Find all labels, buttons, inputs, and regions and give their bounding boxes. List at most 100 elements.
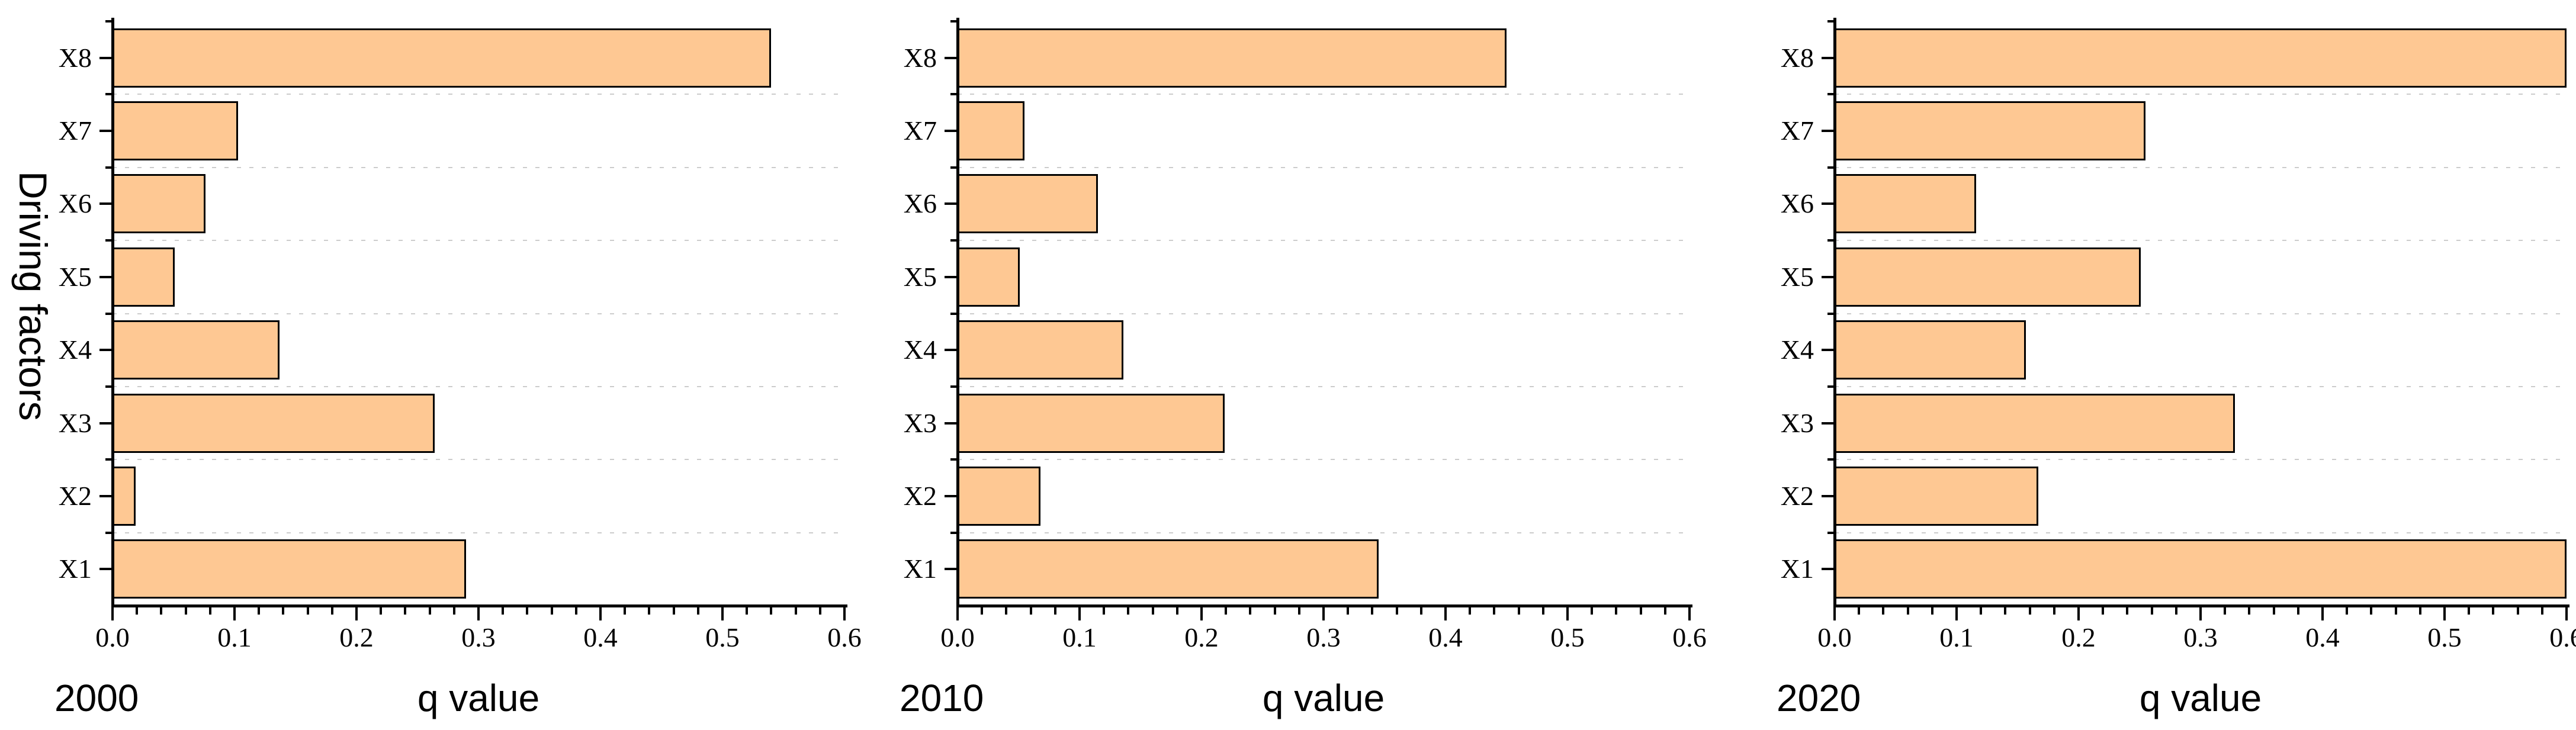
gridline xyxy=(958,385,1690,387)
x-tick-minor xyxy=(696,607,699,615)
bar xyxy=(958,174,1098,234)
y-tick-minor xyxy=(1827,166,1833,169)
category-label: X4 xyxy=(58,335,92,365)
x-tick-major xyxy=(2321,607,2324,620)
x-tick-minor xyxy=(2272,607,2275,615)
category-label: X1 xyxy=(903,554,937,584)
category-label: X2 xyxy=(903,480,937,511)
y-tick-minor xyxy=(105,93,111,96)
y-tick-major xyxy=(944,568,956,571)
x-tick-major xyxy=(1955,607,1958,620)
category-label: X7 xyxy=(903,115,937,146)
category-label: X4 xyxy=(903,335,937,365)
y-tick-minor xyxy=(105,385,111,388)
x-tick-major xyxy=(843,607,846,620)
x-tick-label: 0.1 xyxy=(217,622,252,652)
category-label: X5 xyxy=(58,261,92,292)
x-tick-minor xyxy=(404,607,407,615)
x-tick-label: 0.5 xyxy=(1550,622,1585,652)
x-tick-minor xyxy=(1249,607,1252,615)
gridline xyxy=(113,459,844,461)
gridline xyxy=(113,240,844,242)
gridline xyxy=(1835,532,2567,533)
gridline xyxy=(1835,240,2567,242)
year-label: 2000 xyxy=(54,677,139,719)
x-tick-label: 0.0 xyxy=(940,622,975,652)
x-tick-minor xyxy=(648,607,651,615)
y-tick-major xyxy=(99,349,111,352)
x-tick-minor xyxy=(1858,607,1861,615)
x-tick-minor xyxy=(1053,607,1056,615)
x-tick-major xyxy=(1444,607,1447,620)
y-tick-minor xyxy=(950,93,956,96)
x-tick-minor xyxy=(1225,607,1228,615)
bar xyxy=(958,101,1025,161)
x-tick-label: 0.2 xyxy=(1184,622,1219,652)
x-tick-minor xyxy=(1493,607,1496,615)
y-tick-minor xyxy=(950,20,956,22)
x-tick-minor xyxy=(208,607,211,615)
bar xyxy=(1835,466,2039,526)
bar xyxy=(1835,247,2141,307)
y-tick-minor xyxy=(1827,458,1833,461)
x-tick-minor xyxy=(1615,607,1618,615)
x-tick-minor xyxy=(2516,607,2519,615)
x-tick-minor xyxy=(526,607,529,615)
y-tick-minor xyxy=(1827,20,1833,22)
x-tick-minor xyxy=(574,607,577,615)
y-tick-minor xyxy=(105,239,111,242)
x-tick-minor xyxy=(1029,607,1032,615)
x-tick-minor xyxy=(672,607,675,615)
x-tick-minor xyxy=(1273,607,1276,615)
y-tick-minor xyxy=(1827,531,1833,534)
y-tick-major xyxy=(99,568,111,571)
x-tick-label: 0.6 xyxy=(2549,622,2576,652)
y-tick-minor xyxy=(950,385,956,388)
category-label: X3 xyxy=(58,407,92,438)
x-tick-minor xyxy=(1882,607,1885,615)
bar xyxy=(113,174,205,234)
x-tick-major xyxy=(1322,607,1325,620)
x-tick-major xyxy=(355,607,358,620)
x-tick-minor xyxy=(1663,607,1666,615)
y-tick-major xyxy=(1821,56,1833,59)
x-tick-minor xyxy=(1469,607,1472,615)
x-tick-minor xyxy=(746,607,749,615)
x-tick-minor xyxy=(818,607,821,615)
x-tick-minor xyxy=(1639,607,1642,615)
year-label: 2010 xyxy=(900,677,984,719)
y-axis-title: Driving factors xyxy=(11,171,55,421)
x-tick-label: 0.1 xyxy=(1062,622,1097,652)
gridline xyxy=(113,532,844,533)
y-tick-major xyxy=(99,275,111,278)
bar xyxy=(113,28,772,88)
y-axis xyxy=(1833,18,1836,607)
x-tick-label: 0.4 xyxy=(2305,622,2340,652)
x-tick-minor xyxy=(1005,607,1008,615)
category-label: X6 xyxy=(903,188,937,219)
y-tick-minor xyxy=(1827,239,1833,242)
x-tick-minor xyxy=(1419,607,1422,615)
x-tick-minor xyxy=(1175,607,1178,615)
gridline xyxy=(958,94,1690,95)
x-tick-minor xyxy=(2102,607,2105,615)
y-tick-major xyxy=(1821,422,1833,425)
y-tick-minor xyxy=(1827,312,1833,315)
y-tick-major xyxy=(1821,349,1833,352)
x-tick-major xyxy=(1078,607,1081,620)
gridline xyxy=(958,166,1690,168)
bar xyxy=(958,28,1507,88)
x-tick-minor xyxy=(1931,607,1933,615)
x-axis-title: q value xyxy=(1262,677,1385,719)
x-tick-minor xyxy=(1371,607,1374,615)
x-tick-minor xyxy=(2053,607,2055,615)
x-tick-minor xyxy=(2394,607,2397,615)
x-tick-minor xyxy=(1541,607,1544,615)
x-tick-label: 0.6 xyxy=(827,622,862,652)
x-tick-minor xyxy=(624,607,627,615)
bar xyxy=(1835,28,2567,88)
x-tick-minor xyxy=(2150,607,2153,615)
bar xyxy=(1835,101,2146,161)
x-tick-minor xyxy=(2028,607,2031,615)
